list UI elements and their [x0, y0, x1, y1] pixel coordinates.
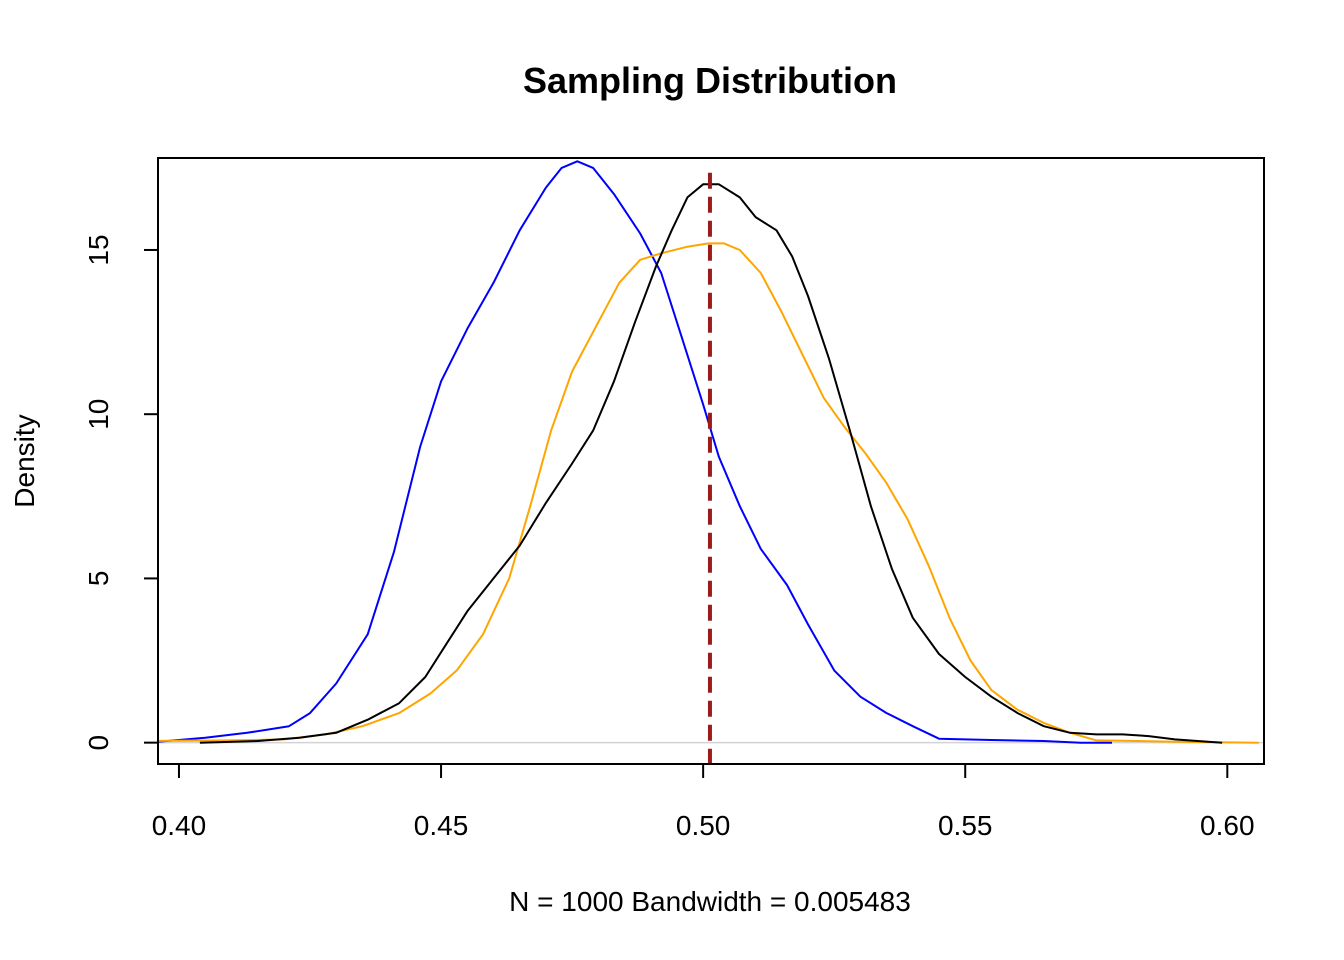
x-tick-label: 0.45: [414, 810, 469, 841]
x-tick-label: 0.50: [676, 810, 731, 841]
y-tick-label: 5: [83, 571, 114, 587]
y-tick-label: 0: [83, 735, 114, 751]
x-tick-label: 0.55: [938, 810, 993, 841]
density-series-1: [158, 160, 1112, 744]
x-tick-label: 0.60: [1200, 810, 1255, 841]
x-tick-label: 0.40: [152, 810, 207, 841]
density-series-3: [199, 183, 1223, 744]
y-axis: 0 5 10 15: [83, 234, 159, 751]
density-curves: [158, 160, 1259, 744]
y-tick-label: 15: [83, 234, 114, 265]
chart-title: Sampling Distribution: [523, 60, 897, 101]
x-axis-label: N = 1000 Bandwidth = 0.005483: [509, 886, 911, 917]
y-axis-label: Density: [9, 414, 40, 507]
density-series-2: [158, 242, 1259, 744]
y-tick-label: 10: [83, 399, 114, 430]
x-axis: 0.40 0.45 0.50 0.55 0.60: [152, 763, 1255, 841]
